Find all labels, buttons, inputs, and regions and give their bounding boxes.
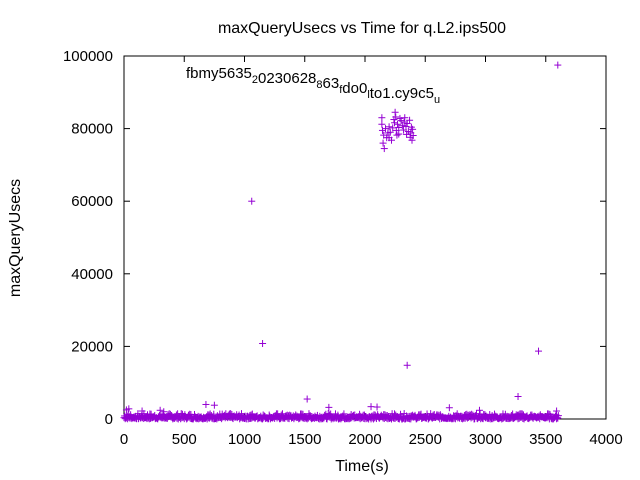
data-point [409, 125, 417, 133]
data-point [554, 61, 562, 69]
data-point [402, 122, 410, 130]
x-tick-label: 2500 [409, 431, 442, 448]
x-tick-label: 1500 [288, 431, 321, 448]
y-tick-label: 80000 [71, 121, 113, 138]
data-point [514, 392, 522, 400]
data-point [160, 408, 168, 416]
data-point [380, 145, 388, 153]
y-tick-label: 60000 [71, 193, 113, 210]
data-point [535, 347, 543, 355]
data-point [403, 361, 411, 369]
data-point [393, 131, 401, 139]
data-point [408, 136, 416, 144]
data-point [138, 407, 146, 415]
x-ticks: 0 500 1000 1500 2000 2500 3000 3500 4000 [120, 56, 623, 448]
data-point [386, 128, 394, 136]
data-point [248, 197, 256, 205]
data-point [409, 131, 417, 139]
data-point [391, 119, 399, 127]
data-point [391, 108, 399, 116]
data-point [553, 415, 561, 423]
annotation-text: 0230628 [258, 70, 316, 87]
data-point [381, 125, 389, 133]
annotation-text: 63 [323, 75, 340, 92]
x-tick-label: 500 [172, 431, 197, 448]
annotation-subscript: l [367, 89, 369, 101]
data-point [406, 116, 414, 124]
data-point [553, 407, 561, 415]
data-point [397, 117, 405, 125]
data-point [395, 130, 403, 138]
data-point [367, 403, 375, 411]
data-point [303, 395, 311, 403]
y-tick-label: 0 [105, 411, 113, 428]
annotation-text: do0 [342, 80, 367, 97]
data-point [378, 126, 386, 134]
y-axis-label: maxQueryUsecs [7, 179, 24, 297]
data-point [400, 126, 408, 134]
x-tick-label: 3500 [529, 431, 562, 448]
x-tick-label: 0 [120, 431, 128, 448]
data-point [554, 412, 562, 420]
data-point [398, 122, 406, 130]
data-point [406, 133, 414, 141]
annotation-subscript: 8 [316, 79, 322, 91]
data-point [373, 403, 381, 411]
x-tick-label: 3000 [469, 431, 502, 448]
data-point [445, 404, 453, 412]
y-tick-label: 20000 [71, 338, 113, 355]
x-tick-label: 4000 [589, 431, 622, 448]
y-tick-label: 40000 [71, 266, 113, 283]
annotation-subscript: u [434, 94, 440, 106]
data-point [392, 113, 400, 121]
annotation-text: fbmy5635 [186, 65, 252, 82]
data-point [401, 114, 409, 122]
data-point [394, 120, 402, 128]
data-point [389, 124, 397, 132]
chart-title: maxQueryUsecs vs Time for q.L2.ips500 [218, 20, 506, 37]
chart-annotation: fbmy563520230628863fdo0lto1.cy9c5u [186, 65, 440, 106]
data-point [125, 405, 133, 413]
data-point [378, 114, 386, 122]
data-point [475, 406, 483, 414]
data-point [259, 339, 267, 347]
data-point [397, 410, 405, 418]
data-point [210, 401, 218, 409]
x-tick-label: 2000 [348, 431, 381, 448]
data-point [202, 400, 210, 408]
x-tick-label: 1000 [228, 431, 261, 448]
plot-frame [123, 55, 607, 420]
data-point [395, 124, 403, 132]
data-point [553, 413, 561, 421]
data-point [378, 120, 386, 128]
y-tick-label: 100000 [63, 48, 113, 65]
data-points [120, 61, 562, 423]
annotation-subscript: 2 [252, 74, 258, 86]
annotation-subscript: f [339, 84, 343, 96]
data-point [325, 403, 333, 411]
data-point [156, 406, 164, 414]
data-point [379, 139, 387, 147]
data-point [340, 410, 348, 418]
data-point [237, 410, 245, 418]
y-ticks: 0 20000 40000 60000 80000 100000 [63, 48, 606, 428]
annotation-text: to1.cy9c5 [370, 85, 434, 102]
data-point [403, 130, 411, 138]
data-point [400, 118, 408, 126]
x-axis-label: Time(s) [335, 458, 389, 475]
data-point [385, 123, 393, 131]
data-point [385, 134, 393, 142]
